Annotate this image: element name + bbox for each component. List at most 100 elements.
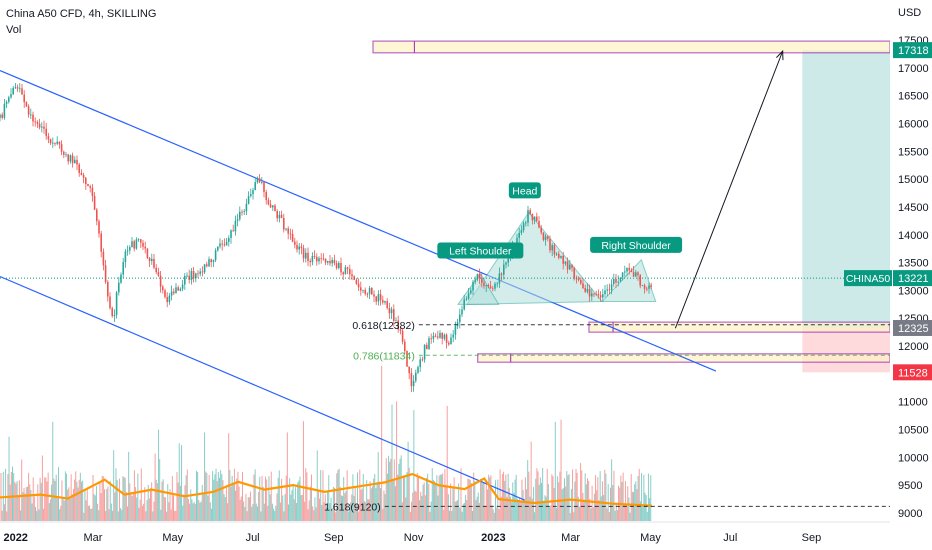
candle [368, 286, 371, 300]
candle [498, 267, 501, 288]
candle [148, 256, 151, 267]
candle [549, 235, 551, 253]
candle [186, 272, 188, 278]
candle [366, 292, 369, 298]
candle [206, 261, 208, 268]
candle [210, 258, 212, 268]
candle [146, 248, 149, 260]
candle [630, 268, 633, 273]
candle [155, 264, 157, 275]
candle [302, 244, 305, 263]
candle [113, 309, 116, 323]
candle [331, 257, 333, 267]
fib-0618-label: 0.618(12382) [352, 320, 414, 332]
candle [639, 273, 641, 289]
time-tick-label: Sep [324, 532, 344, 544]
candle [434, 333, 437, 338]
candle [38, 118, 41, 130]
candle [428, 336, 430, 350]
svg-text:Left Shoulder: Left Shoulder [449, 245, 512, 257]
candle [289, 228, 292, 240]
candle [641, 284, 644, 287]
candle [41, 122, 43, 133]
candle [291, 229, 294, 243]
label-right-shoulder: Right Shoulder [590, 236, 683, 253]
channel-upper [0, 70, 717, 372]
candle [346, 266, 349, 274]
tag-stop: 11528 [893, 364, 932, 381]
candle [522, 221, 525, 233]
candle [384, 300, 386, 305]
candle [584, 284, 586, 294]
candle [263, 181, 265, 198]
candle [485, 285, 487, 292]
candle [349, 264, 351, 280]
price-tick-label: 10500 [898, 425, 929, 437]
candle [395, 317, 397, 322]
candle [140, 238, 142, 248]
candle [419, 356, 421, 372]
candle [219, 238, 221, 249]
candle [595, 290, 597, 296]
candle [540, 224, 542, 235]
price-tick-label: 9500 [898, 480, 922, 492]
candle [190, 267, 193, 285]
candle [364, 287, 366, 296]
candle [65, 152, 67, 158]
candle [151, 253, 153, 265]
candle [0, 113, 1, 122]
candle [115, 291, 118, 319]
candle [96, 208, 98, 226]
projection-arrowhead [776, 49, 784, 61]
candle [586, 283, 589, 294]
candle [344, 265, 347, 275]
candle [463, 294, 465, 311]
candle [157, 267, 160, 278]
candle [342, 271, 344, 281]
projection-arrow [674, 50, 784, 329]
price-tick-label: 14500 [898, 202, 929, 214]
candle [397, 315, 399, 333]
candle [278, 211, 281, 223]
price-tick-label: 13500 [898, 258, 929, 270]
candle [401, 328, 404, 345]
candle [234, 215, 237, 236]
candle [170, 285, 173, 301]
candle [439, 330, 441, 339]
candle [280, 210, 283, 219]
candle [465, 296, 468, 301]
candle [63, 150, 65, 159]
candle [564, 261, 567, 266]
candle [177, 285, 179, 291]
candle [91, 184, 94, 202]
label-head: Head [508, 182, 541, 199]
candle [309, 258, 311, 267]
candle [505, 261, 507, 269]
candle [573, 266, 575, 281]
candle [544, 234, 547, 246]
candle [32, 111, 34, 127]
candle [34, 117, 36, 127]
candle [320, 253, 322, 264]
candle [417, 365, 419, 375]
candle [377, 290, 380, 306]
candle [203, 263, 206, 274]
time-axis: 2022 Mar May Jul Sep Nov 2023 Mar May Jul Sep [0, 521, 890, 544]
candle [379, 289, 382, 306]
candle [89, 184, 91, 193]
candle [247, 191, 250, 205]
candle [520, 225, 523, 236]
candle [476, 273, 479, 282]
candle [423, 344, 426, 363]
candle [197, 270, 199, 278]
candle [188, 269, 190, 284]
candle [393, 304, 395, 327]
candle [604, 285, 606, 298]
price-tick-label: 16500 [898, 91, 929, 103]
candle [487, 283, 490, 289]
candle [208, 256, 210, 267]
volume-bars [0, 365, 652, 521]
candle [637, 271, 639, 281]
candle [648, 282, 650, 294]
